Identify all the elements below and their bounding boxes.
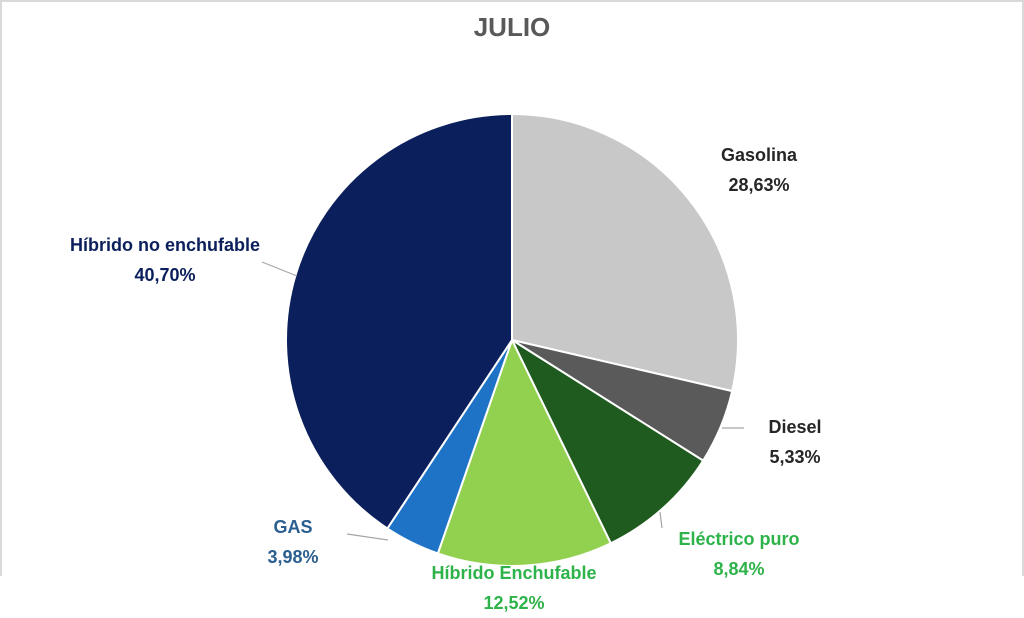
slice-label-gas: GAS 3,98% <box>243 512 343 572</box>
pie-slice-electrico-puro <box>509 337 705 545</box>
slice-label-diesel: Diesel 5,33% <box>740 412 850 472</box>
leader-line-electrico-puro <box>659 511 663 529</box>
slice-name-gas: GAS <box>273 517 313 537</box>
slice-value-gasolina: 28,63% <box>728 175 790 195</box>
slice-name-diesel: Diesel <box>768 417 822 437</box>
slice-name-electrico-puro: Eléctrico puro <box>678 529 800 549</box>
slice-name-hibrido-no-enchufable: Híbrido no enchufable <box>69 235 260 255</box>
slice-value-hibrido-no-enchufable: 40,70% <box>134 265 196 285</box>
leader-line-gas <box>346 533 389 541</box>
slice-value-hibrido-enchufable: 12,52% <box>483 593 545 613</box>
slice-name-gasolina: Gasolina <box>720 145 798 165</box>
slice-value-gas: 3,98% <box>267 547 319 567</box>
slice-value-electrico-puro: 8,84% <box>713 559 765 579</box>
chart-title: JULIO <box>473 12 551 42</box>
slice-label-hibrido-no-enchufable: Híbrido no enchufable 40,70% <box>40 230 290 290</box>
pie-chart <box>261 112 744 567</box>
pie-slice-gasolina <box>511 112 739 393</box>
pie-slice-hibrido-enchufable <box>436 337 613 567</box>
frame-border-left <box>0 0 2 576</box>
frame-border-top <box>0 0 1024 2</box>
slice-label-hibrido-enchufable: Híbrido Enchufable 12,52% <box>404 558 624 618</box>
slice-name-hibrido-enchufable: Híbrido Enchufable <box>431 563 597 583</box>
slice-label-electrico-puro: Eléctrico puro 8,84% <box>654 524 824 584</box>
slice-value-diesel: 5,33% <box>769 447 821 467</box>
leader-line-hibrido-no-enchufable <box>261 261 298 277</box>
slice-label-gasolina: Gasolina 28,63% <box>684 140 834 200</box>
frame-border-right <box>1022 0 1024 576</box>
